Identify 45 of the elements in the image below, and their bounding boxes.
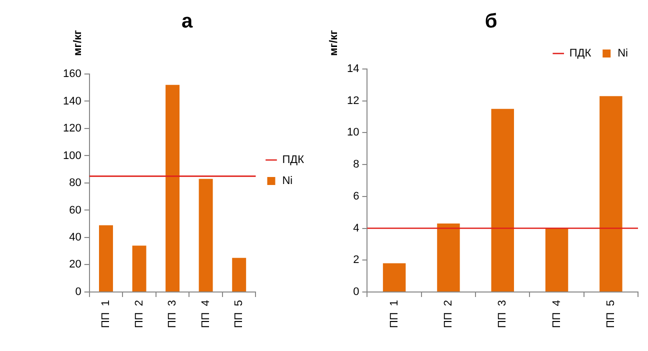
y-tick-label: 160 <box>62 68 82 80</box>
bar <box>382 263 406 292</box>
bar <box>232 258 246 292</box>
bar <box>491 108 514 292</box>
y-tick-label: 0 <box>75 286 82 298</box>
y-tick-label: 60 <box>69 204 82 216</box>
bar <box>600 96 622 292</box>
y-tick-label: 20 <box>69 258 82 271</box>
legend-label: Ni <box>618 48 628 60</box>
legend-label: Ni <box>282 175 293 188</box>
y-tick-label: 4 <box>353 222 360 234</box>
x-tick-label: ПП 4 <box>200 300 212 328</box>
bar <box>99 225 113 292</box>
y-tick-label: 12 <box>346 94 360 107</box>
chart-title: б <box>484 10 498 33</box>
y-tick-label: 8 <box>353 158 360 171</box>
x-tick-label: ПП 3 <box>166 300 179 328</box>
x-tick-label: ПП 5 <box>604 300 617 328</box>
y-tick-label: 80 <box>69 177 82 190</box>
x-tick-label: ПП 4 <box>550 300 563 328</box>
y-tick-label: 2 <box>353 254 360 266</box>
legend-label: ПДК <box>282 154 305 166</box>
y-tick-label: 100 <box>62 150 82 162</box>
y-tick-label: 10 <box>346 126 360 139</box>
bar <box>132 246 146 292</box>
y-axis-title: мг/кг <box>328 30 340 56</box>
x-tick-label: ПП 1 <box>388 300 400 328</box>
y-tick-label: 140 <box>62 95 82 108</box>
x-tick-label: ПП 5 <box>233 300 246 328</box>
bar <box>437 223 460 292</box>
chart-title: а <box>181 10 194 33</box>
x-tick-label: ПП 1 <box>100 300 112 328</box>
y-tick-label: 6 <box>353 190 360 202</box>
bar <box>545 228 568 292</box>
x-tick-label: ПП 2 <box>133 300 146 328</box>
y-tick-label: 14 <box>346 63 360 76</box>
y-axis-title: мг/кг <box>72 30 84 56</box>
bar <box>198 178 213 292</box>
y-tick-label: 120 <box>62 122 82 135</box>
legend-label: ПДК <box>569 48 592 60</box>
y-tick-label: 0 <box>353 286 360 298</box>
x-tick-label: ПП 3 <box>496 300 509 328</box>
x-tick-label: ПП 2 <box>442 300 454 328</box>
y-tick-label: 40 <box>69 232 82 244</box>
bar <box>166 84 180 292</box>
